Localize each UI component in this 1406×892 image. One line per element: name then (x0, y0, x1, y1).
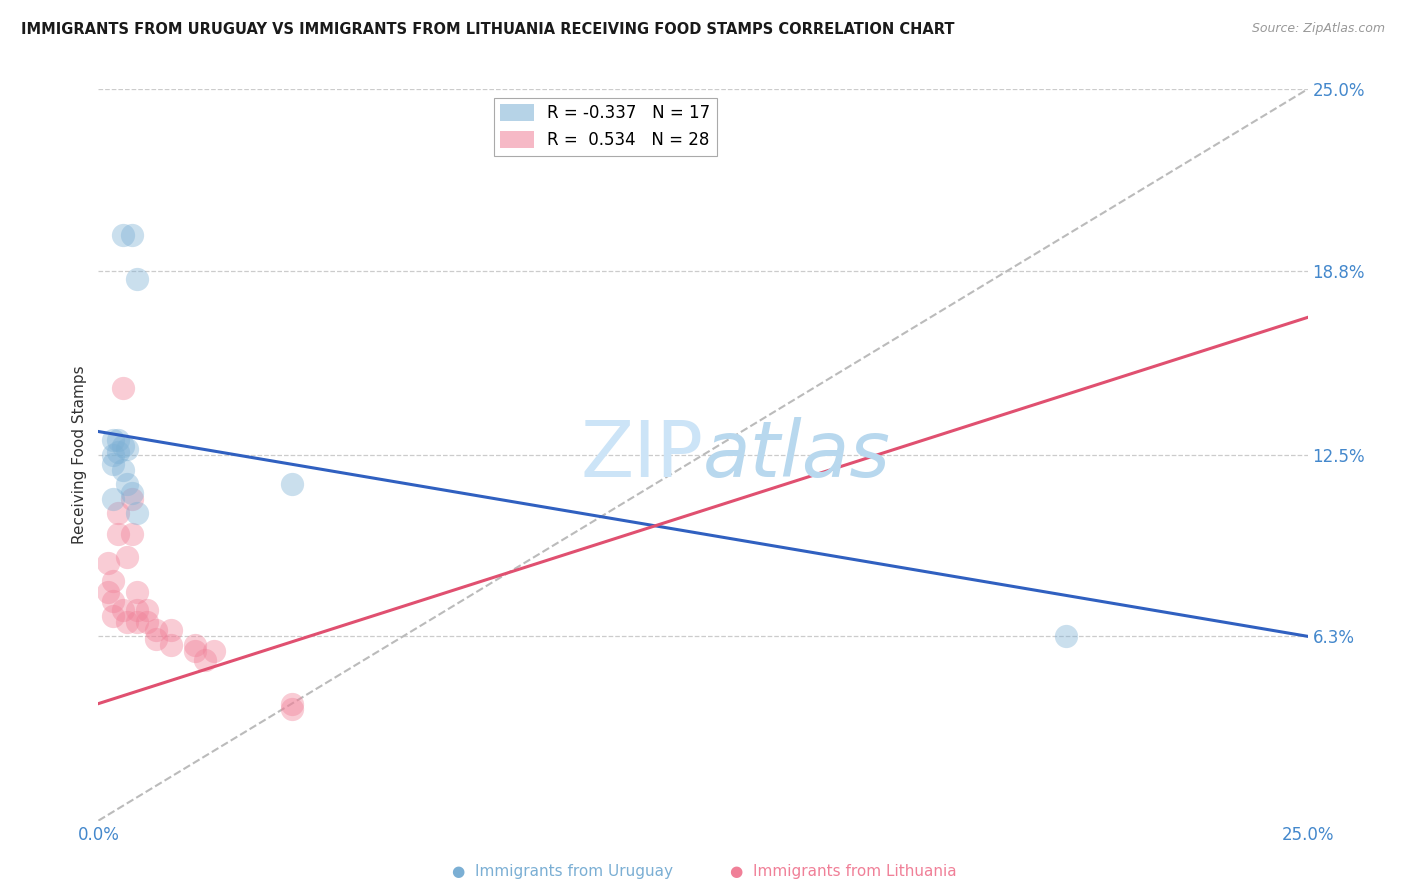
Point (184, 638, 207, 652)
Point (135, 603, 157, 617)
Y-axis label: Receiving Food Stamps: Receiving Food Stamps (72, 366, 87, 544)
Text: ZIP: ZIP (581, 417, 703, 493)
Point (127, 272, 149, 286)
Point (117, 550, 139, 565)
Point (101, 448, 124, 462)
Point (117, 442, 139, 456)
Point (101, 608, 124, 623)
Point (101, 434, 124, 448)
Point (111, 381, 134, 395)
Point (204, 644, 226, 658)
Legend: R = -0.337   N = 17, R =  0.534   N = 28: R = -0.337 N = 17, R = 0.534 N = 28 (494, 97, 717, 155)
Point (281, 697, 304, 711)
Point (127, 585, 149, 599)
Point (111, 439, 134, 453)
Point (194, 653, 217, 667)
Point (160, 638, 183, 652)
Point (184, 644, 207, 658)
Point (101, 457, 124, 471)
Point (127, 507, 149, 521)
Point (121, 486, 143, 500)
Point (135, 615, 157, 629)
Point (160, 624, 183, 638)
Point (281, 477, 304, 491)
Point (101, 594, 124, 608)
Point (145, 632, 167, 647)
Text: IMMIGRANTS FROM URUGUAY VS IMMIGRANTS FROM LITHUANIA RECEIVING FOOD STAMPS CORRE: IMMIGRANTS FROM URUGUAY VS IMMIGRANTS FR… (21, 22, 955, 37)
Point (1054, 629, 1077, 643)
Point (121, 491, 143, 506)
Text: Source: ZipAtlas.com: Source: ZipAtlas.com (1251, 22, 1385, 36)
Point (97, 556, 120, 570)
Point (101, 574, 124, 588)
Point (111, 462, 134, 476)
Text: ●  Immigrants from Uruguay: ● Immigrants from Uruguay (451, 863, 673, 879)
Point (111, 603, 134, 617)
Point (117, 477, 139, 491)
Point (101, 491, 124, 506)
Point (117, 615, 139, 629)
Point (145, 624, 167, 638)
Point (107, 445, 129, 459)
Text: atlas: atlas (703, 417, 891, 493)
Point (121, 527, 143, 541)
Point (111, 228, 134, 243)
Point (281, 702, 304, 716)
Point (97, 585, 120, 599)
Point (107, 434, 129, 448)
Point (127, 615, 149, 629)
Text: ●  Immigrants from Lithuania: ● Immigrants from Lithuania (730, 863, 957, 879)
Point (121, 228, 143, 243)
Point (107, 527, 129, 541)
Point (107, 507, 129, 521)
Point (127, 603, 149, 617)
